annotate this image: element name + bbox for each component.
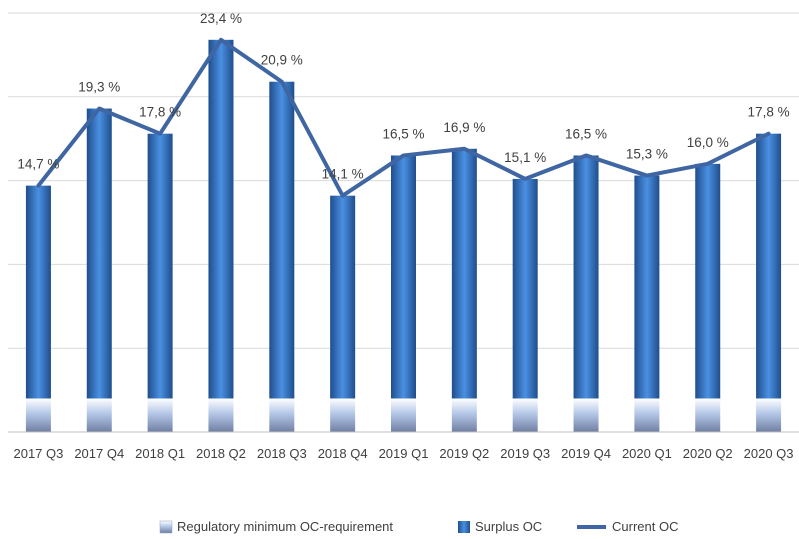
bar-regulatory-minimum bbox=[86, 398, 112, 432]
data-labels: 14,7 % 19,3 % 17,8 % 23,4 % 20,9 % 14,1 % 16,5… bbox=[17, 11, 789, 182]
bar-regulatory-minimum bbox=[269, 398, 295, 432]
data-label: 14,1 % bbox=[322, 167, 364, 182]
legend-swatch-surplus-oc bbox=[458, 521, 470, 533]
data-label: 14,7 % bbox=[17, 157, 59, 172]
bar-regulatory-minimum bbox=[147, 398, 173, 432]
data-label: 16,5 % bbox=[382, 126, 424, 141]
data-label: 16,9 % bbox=[443, 120, 485, 135]
x-tick-label: 2018 Q4 bbox=[318, 446, 368, 461]
x-tick-label: 2018 Q2 bbox=[196, 446, 246, 461]
x-tick-label: 2019 Q2 bbox=[439, 446, 489, 461]
current-oc-line-layer bbox=[36, 37, 771, 198]
data-label: 17,8 % bbox=[748, 105, 790, 120]
bar-surplus-oc bbox=[512, 178, 538, 399]
bar-surplus-oc bbox=[634, 175, 660, 399]
bar-surplus-oc bbox=[451, 148, 477, 399]
bars bbox=[25, 39, 782, 432]
bar-surplus-oc bbox=[86, 108, 112, 399]
x-tick-label: 2017 Q4 bbox=[74, 446, 124, 461]
legend-label-regulatory-minimum: Regulatory minimum OC-requirement bbox=[177, 519, 393, 534]
data-label: 19,3 % bbox=[78, 80, 120, 95]
data-label: 17,8 % bbox=[139, 105, 181, 120]
bar-surplus-oc bbox=[756, 133, 782, 399]
bar-regulatory-minimum bbox=[512, 398, 538, 432]
x-tick-label: 2019 Q4 bbox=[561, 446, 611, 461]
bar-surplus-oc bbox=[208, 39, 234, 399]
data-label: 23,4 % bbox=[200, 11, 242, 26]
x-tick-label: 2020 Q3 bbox=[744, 446, 794, 461]
x-tick-label: 2020 Q1 bbox=[622, 446, 672, 461]
x-tick-label: 2019 Q1 bbox=[379, 446, 429, 461]
bar-regulatory-minimum bbox=[634, 398, 660, 432]
bar-surplus-oc bbox=[330, 195, 356, 399]
bar-regulatory-minimum bbox=[756, 398, 782, 432]
bar-regulatory-minimum bbox=[391, 398, 416, 432]
x-tick-label: 2017 Q3 bbox=[13, 446, 63, 461]
x-tick-label: 2018 Q1 bbox=[135, 446, 185, 461]
legend: Regulatory minimum OC-requirement Surplus… bbox=[159, 519, 678, 534]
data-label: 16,5 % bbox=[565, 126, 607, 141]
bar-regulatory-minimum bbox=[25, 398, 51, 432]
bar-regulatory-minimum bbox=[208, 398, 234, 432]
bar-surplus-oc bbox=[25, 185, 51, 399]
x-tick-label: 2020 Q2 bbox=[683, 446, 733, 461]
x-tick-label: 2019 Q3 bbox=[500, 446, 550, 461]
bar-surplus-oc bbox=[391, 155, 416, 399]
bar-surplus-oc bbox=[573, 155, 599, 399]
x-tick-label: 2018 Q3 bbox=[257, 446, 307, 461]
x-axis: 2017 Q3 2017 Q4 2018 Q1 2018 Q2 2018 Q3 2018 … bbox=[8, 431, 799, 461]
bar-surplus-oc bbox=[147, 133, 173, 399]
data-label: 20,9 % bbox=[261, 53, 303, 68]
data-label: 15,3 % bbox=[626, 147, 668, 162]
bar-regulatory-minimum bbox=[573, 398, 599, 432]
data-label: 16,0 % bbox=[687, 135, 729, 150]
bar-regulatory-minimum bbox=[330, 398, 356, 432]
bar-surplus-oc bbox=[695, 163, 721, 399]
legend-swatch-regulatory-minimum bbox=[159, 520, 173, 534]
current-oc-line bbox=[36, 37, 771, 198]
bar-regulatory-minimum bbox=[451, 398, 477, 432]
legend-label-current-oc: Current OC bbox=[612, 519, 678, 534]
data-label: 15,1 % bbox=[504, 150, 546, 165]
bar-surplus-oc bbox=[269, 81, 295, 399]
bar-regulatory-minimum bbox=[695, 398, 721, 432]
legend-label-surplus-oc: Surplus OC bbox=[475, 519, 542, 534]
